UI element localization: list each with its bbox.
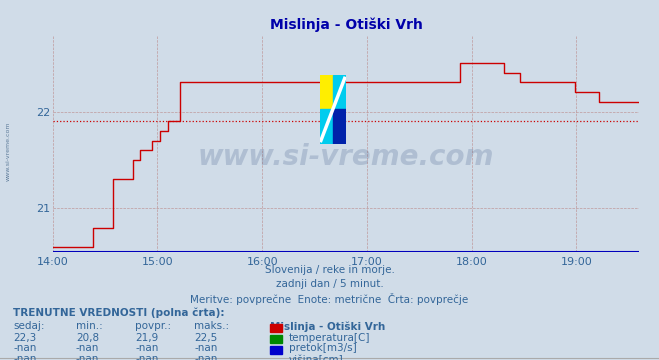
Title: Mislinja - Otiški Vrh: Mislinja - Otiški Vrh [270, 18, 422, 32]
Text: www.si-vreme.com: www.si-vreme.com [5, 121, 11, 181]
Text: -nan: -nan [76, 354, 99, 360]
Text: Meritve: povprečne  Enote: metrične  Črta: povprečje: Meritve: povprečne Enote: metrične Črta:… [190, 293, 469, 305]
Text: 22,5: 22,5 [194, 333, 217, 343]
Text: maks.:: maks.: [194, 321, 229, 331]
Text: min.:: min.: [76, 321, 103, 331]
Text: -nan: -nan [76, 343, 99, 354]
Text: -nan: -nan [135, 343, 158, 354]
Text: zadnji dan / 5 minut.: zadnji dan / 5 minut. [275, 279, 384, 289]
Text: višina[cm]: višina[cm] [289, 354, 343, 360]
Text: 22,3: 22,3 [13, 333, 36, 343]
Text: -nan: -nan [194, 343, 217, 354]
Text: sedaj:: sedaj: [13, 321, 45, 331]
Text: -nan: -nan [194, 354, 217, 360]
Text: temperatura[C]: temperatura[C] [289, 333, 370, 343]
Text: Slovenija / reke in morje.: Slovenija / reke in morje. [264, 265, 395, 275]
Text: povpr.:: povpr.: [135, 321, 171, 331]
Text: 20,8: 20,8 [76, 333, 99, 343]
Text: -nan: -nan [135, 354, 158, 360]
Text: -nan: -nan [13, 354, 36, 360]
Text: pretok[m3/s]: pretok[m3/s] [289, 343, 357, 354]
Text: Mislinja - Otiški Vrh: Mislinja - Otiški Vrh [270, 321, 386, 332]
Text: TRENUTNE VREDNOSTI (polna črta):: TRENUTNE VREDNOSTI (polna črta): [13, 308, 225, 318]
Text: www.si-vreme.com: www.si-vreme.com [198, 143, 494, 171]
Text: -nan: -nan [13, 343, 36, 354]
Text: 21,9: 21,9 [135, 333, 158, 343]
